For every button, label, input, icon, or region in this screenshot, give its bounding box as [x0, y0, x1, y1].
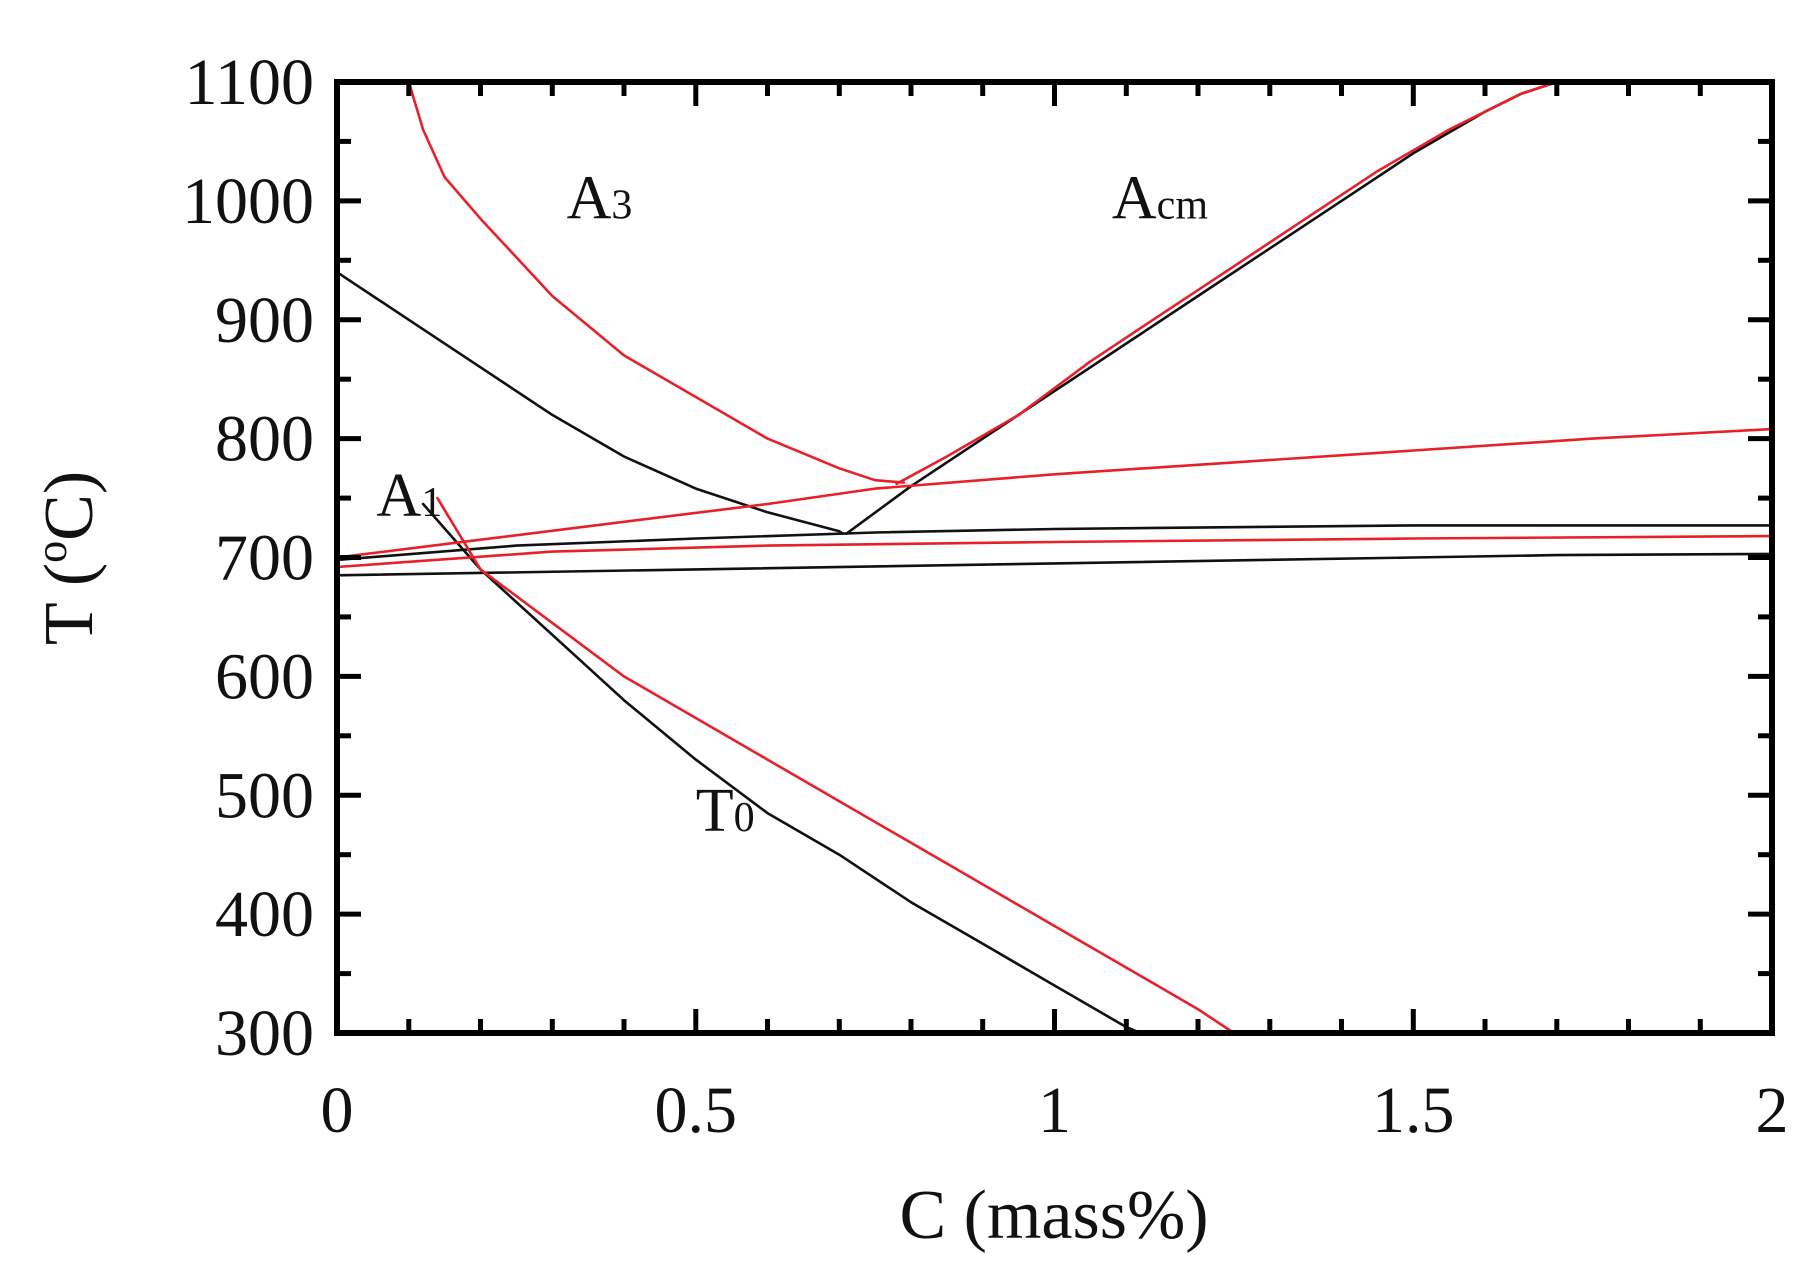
x-tick-label: 0.5 [655, 1074, 738, 1147]
y-tick-label: 1000 [182, 165, 314, 238]
curve-label: T0 [696, 777, 755, 845]
y-axis-title-main: T ( [31, 563, 108, 645]
series-line-9 [436, 496, 1236, 1035]
tick-layer [334, 79, 1775, 1036]
y-tick-label: 1100 [184, 46, 314, 119]
annotation-layer: A3 Acm A1 T0 [376, 165, 1208, 845]
y-tick-label: 600 [215, 640, 314, 713]
x-tick-label: 2 [1756, 1074, 1789, 1147]
y-axis-title: T (oC) [27, 471, 108, 645]
series-line-4 [421, 502, 1142, 1035]
x-tick-label: 1 [1038, 1074, 1071, 1147]
plot-frame [334, 79, 1775, 1036]
series-line-0 [335, 270, 845, 535]
y-tick-label: 300 [215, 997, 314, 1070]
x-tick-label: 1.5 [1372, 1074, 1455, 1147]
series-line-3 [335, 552, 1774, 577]
series-line-7 [335, 427, 1774, 559]
y-tick-label: 900 [215, 284, 314, 357]
y-tick-label: 500 [215, 759, 314, 832]
series-line-5 [407, 80, 906, 484]
series-line-8 [335, 534, 1774, 569]
y-tick-label: 400 [215, 878, 314, 951]
curve-label: A1 [376, 462, 442, 530]
series-line-6 [895, 80, 1559, 486]
svg-text:T (oC): T (oC) [27, 471, 108, 645]
series-layer [335, 80, 1774, 1035]
label-layer: 0 0.5 1 1.5 2 300 400 500 600 700 800 900 1000 1100 [182, 46, 1789, 1147]
y-axis-title-degree: o [27, 541, 76, 563]
x-axis-title: C (mass%) [899, 1177, 1208, 1254]
y-axis-title-unit: C) [31, 471, 108, 541]
series-line-2 [335, 524, 1774, 562]
x-tick-label: 0 [321, 1074, 354, 1147]
series-line-1 [845, 80, 1559, 535]
y-tick-label: 700 [215, 522, 314, 595]
curve-label: A3 [567, 165, 633, 233]
y-tick-label: 800 [215, 403, 314, 476]
curve-label: Acm [1112, 165, 1208, 233]
